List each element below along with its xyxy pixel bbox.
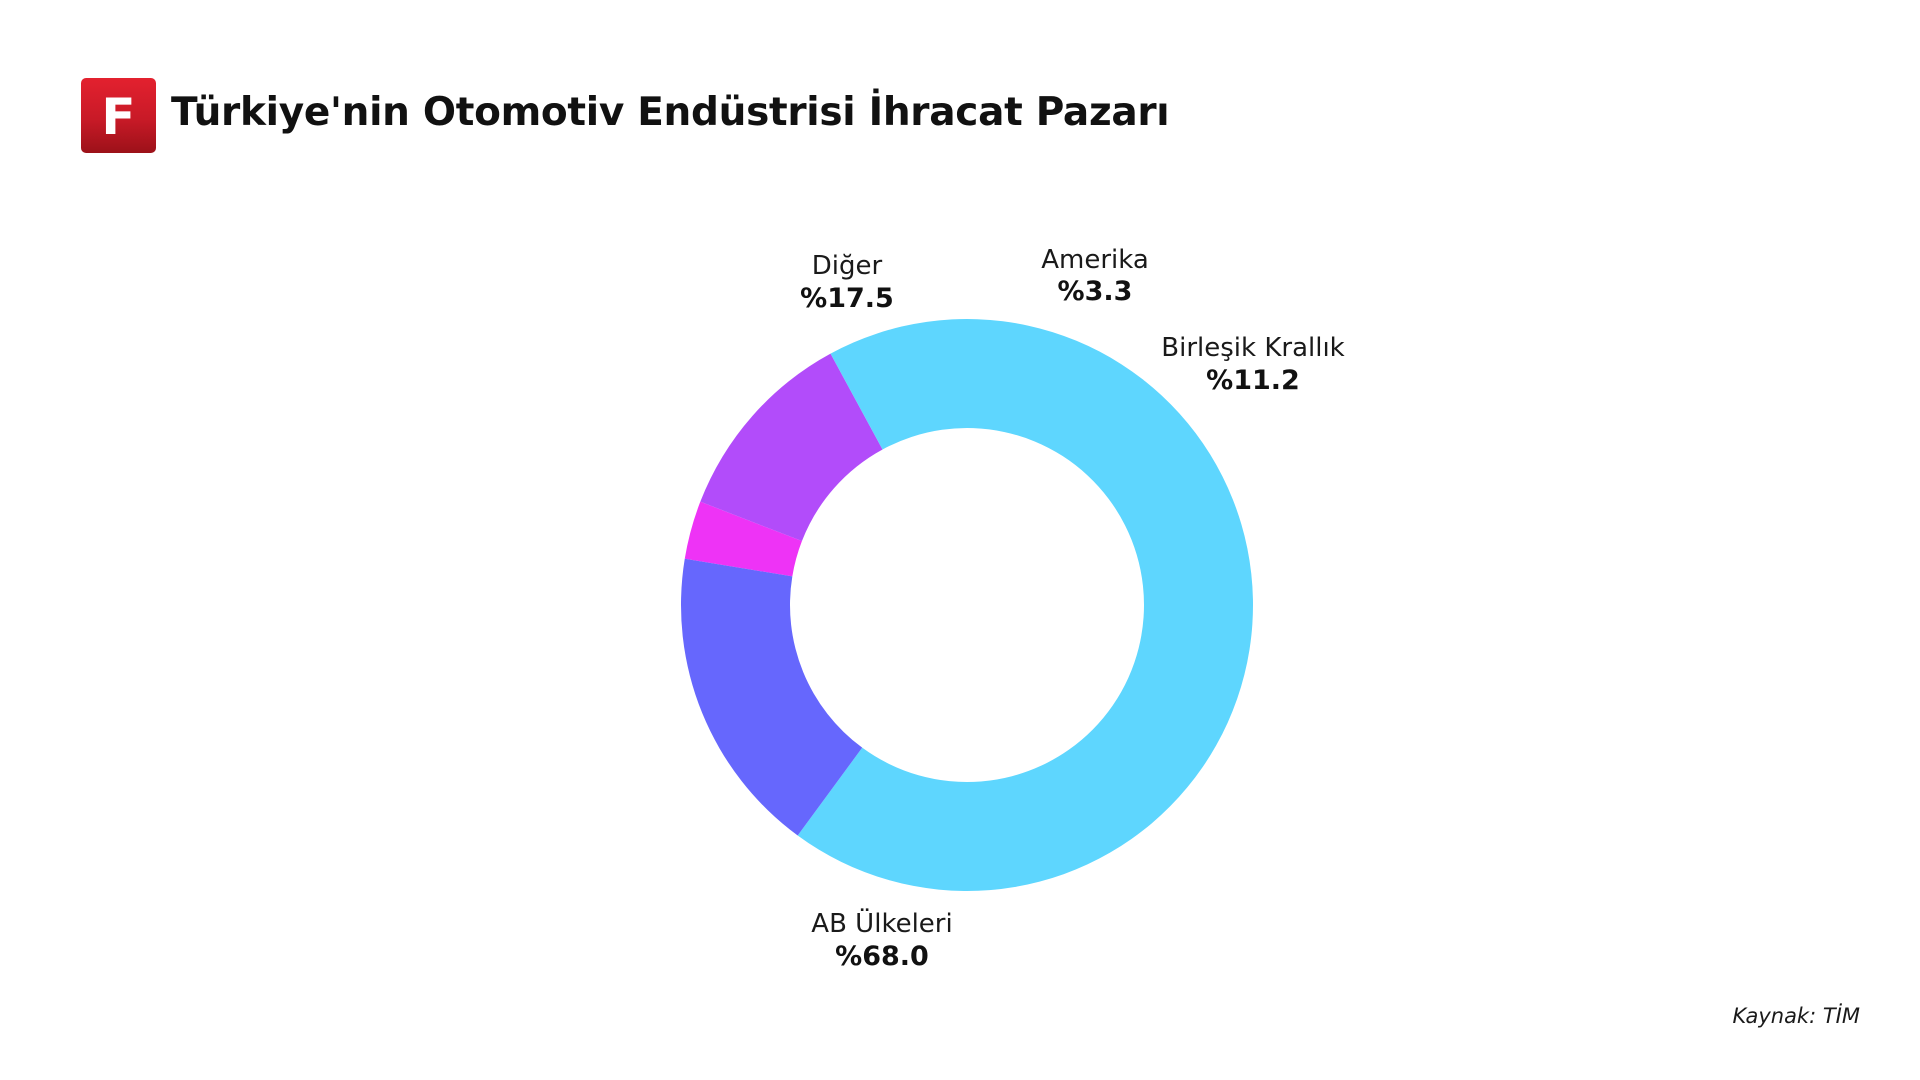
chart-title: Türkiye'nin Otomotiv Endüstrisi İhracat … [171, 90, 1170, 135]
slice-label-1: Birleşik Krallık [1161, 333, 1344, 363]
donut-slice-1 [700, 353, 883, 542]
donut-slice-2 [797, 319, 1253, 891]
slice-value-2: %68.0 [835, 941, 929, 972]
slice-label-2: AB Ülkeleri [811, 907, 952, 939]
donut-slice-0 [684, 501, 802, 577]
donut-slice-3 [681, 558, 863, 836]
brand-logo: F [81, 78, 156, 153]
slice-value-1: %11.2 [1206, 365, 1300, 396]
logo-letter: F [101, 87, 136, 146]
donut-slices [681, 319, 1253, 891]
slice-label-0: Amerika [1041, 245, 1149, 275]
source-note: Kaynak: TİM [1732, 1004, 1860, 1028]
donut-labels: Amerika%3.3 Birleşik Krallık%11.2 AB Ülkel… [800, 245, 1345, 972]
slice-label-3: Diğer [812, 251, 883, 281]
slice-value-0: %3.3 [1058, 276, 1133, 307]
slice-value-3: %17.5 [800, 283, 894, 314]
